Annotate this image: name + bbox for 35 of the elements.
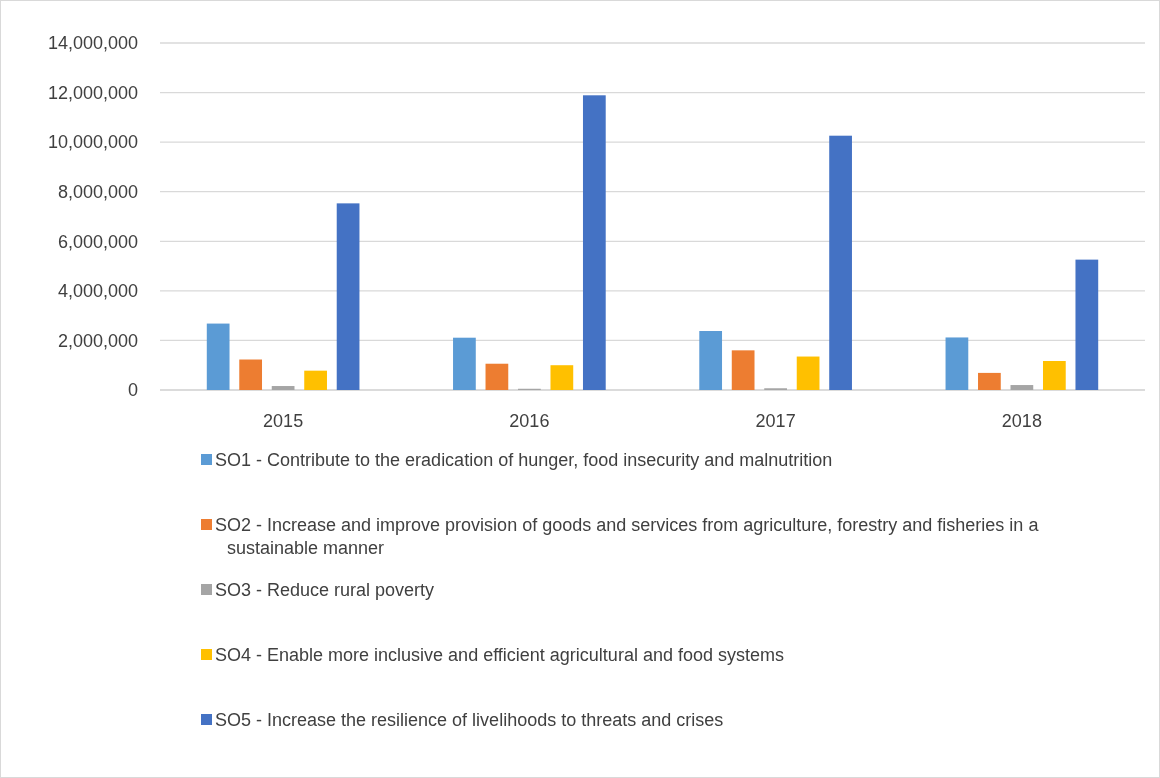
y-tick-label: 0: [127, 380, 138, 401]
bar: [485, 363, 509, 390]
y-tick-label: 10,000,000: [47, 132, 138, 153]
legend-label: SO4 - Enable more inclusive and efficient agricultural and food systems: [215, 645, 784, 665]
x-tick-label: 2017: [755, 411, 796, 431]
y-tick-label: 14,000,000: [47, 33, 138, 54]
bar: [731, 350, 755, 390]
bar: [271, 386, 295, 390]
y-tick-label: 8,000,000: [57, 182, 138, 203]
bar: [829, 135, 852, 390]
x-tick-label: 2015: [263, 411, 304, 431]
bar: [453, 337, 476, 390]
y-tick-label: 4,000,000: [57, 281, 138, 302]
bar: [304, 370, 327, 390]
legend-label: SO5 - Increase the resilience of livelihoods to threats and crises: [215, 710, 724, 730]
x-tick-label: 2018: [1001, 411, 1042, 431]
y-tick-label: 6,000,000: [57, 231, 138, 252]
legend-label: SO1 - Contribute to the eradication of hunger, food insecurity and malnutrition: [215, 450, 833, 470]
bar: [1010, 385, 1034, 390]
bar: [945, 337, 969, 390]
bar: [582, 95, 606, 390]
bar: [699, 331, 723, 390]
bar: [550, 365, 574, 390]
y-tick-label: 2,000,000: [57, 330, 138, 351]
bar: [1042, 361, 1066, 390]
bar: [1075, 259, 1099, 390]
bar: [336, 203, 360, 390]
bar: [978, 372, 1001, 390]
bar: [796, 356, 820, 390]
x-tick-label: 2016: [509, 411, 550, 431]
legend-label: SO2 - Increase and improve provision of goods and services from agriculture, forestry and fisheries in a sustainable manner: [215, 515, 1040, 558]
legend-label: SO3 - Reduce rural poverty: [215, 580, 435, 600]
bar: [239, 359, 263, 390]
y-tick-label: 12,000,000: [47, 82, 138, 103]
bar: [206, 323, 230, 390]
